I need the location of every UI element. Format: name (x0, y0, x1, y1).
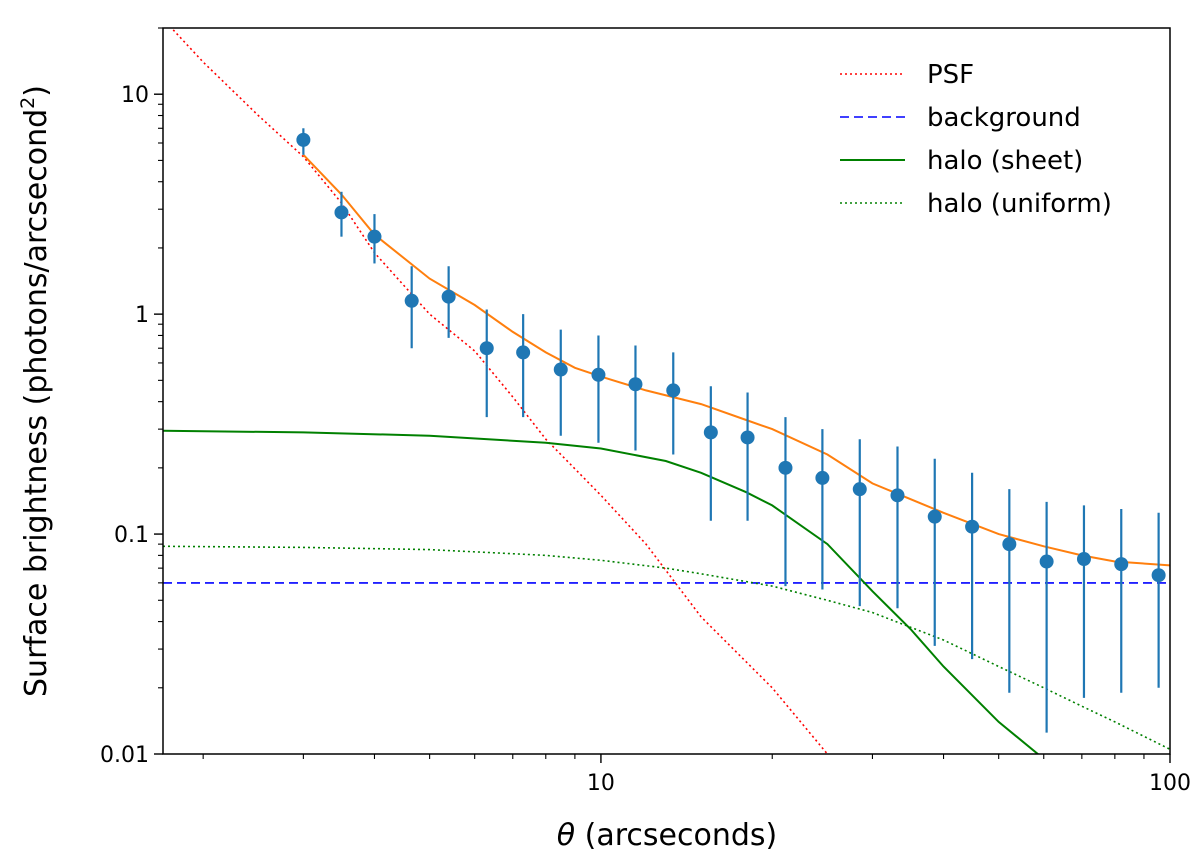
data-point (927, 509, 942, 524)
y-tick-label: 1 (135, 303, 149, 328)
series-layer (163, 28, 1170, 754)
series-line-psf (170, 28, 829, 754)
y-axis-label: Surface brightness (photons/arcsecond2) (17, 85, 54, 697)
data-point (815, 470, 830, 485)
data-point (740, 430, 755, 445)
data-point (404, 293, 419, 308)
x-axis-label-text: (arcseconds) (575, 818, 777, 853)
data-point (1039, 554, 1054, 569)
y-axis-label-text: Surface brightness (photons/arcsecond (19, 109, 54, 697)
x-tick-label: 10 (587, 771, 615, 796)
data-point (703, 425, 718, 440)
x-axis-label: θ (arcseconds) (557, 818, 777, 853)
data-point (852, 482, 867, 497)
data-point (628, 377, 643, 392)
data-point (965, 519, 980, 534)
ticks-layer: 10 100 0.01 0.1 1 10 (100, 27, 1191, 796)
data-point (334, 205, 349, 220)
y-axis-label-close: ) (19, 85, 54, 97)
data-point (1002, 537, 1017, 552)
series-line-halo-sheet (163, 429, 1040, 754)
data-point (1151, 568, 1166, 583)
x-axis-label-symbol: θ (557, 818, 575, 853)
y-axis-label-superscript: 2 (17, 97, 39, 109)
data-point (666, 383, 681, 398)
y-tick-label: 0.1 (114, 523, 149, 548)
data-point (890, 488, 905, 503)
legend-label: halo (sheet) (927, 146, 1083, 176)
legend-label: background (927, 103, 1081, 133)
data-point (441, 289, 456, 304)
data-point (591, 367, 606, 382)
data-point (778, 460, 793, 475)
data-points-layer (296, 128, 1166, 733)
data-point (367, 229, 382, 244)
legend-label: halo (uniform) (927, 189, 1112, 219)
legend-label: PSF (927, 60, 974, 90)
series-line-total-model (302, 154, 1170, 567)
series-line-halo-uniform (163, 545, 1170, 751)
data-point (553, 362, 568, 377)
y-tick-label: 10 (121, 83, 149, 108)
y-tick-label: 0.01 (100, 743, 149, 768)
data-point (479, 341, 494, 356)
data-point (516, 345, 531, 360)
data-point (1114, 557, 1129, 572)
plot-frame (162, 27, 1171, 755)
data-point (296, 132, 311, 147)
data-point (1076, 552, 1091, 567)
x-tick-label: 100 (1149, 771, 1191, 796)
legend: PSF background halo (sheet) halo (uniform) (840, 60, 1112, 219)
